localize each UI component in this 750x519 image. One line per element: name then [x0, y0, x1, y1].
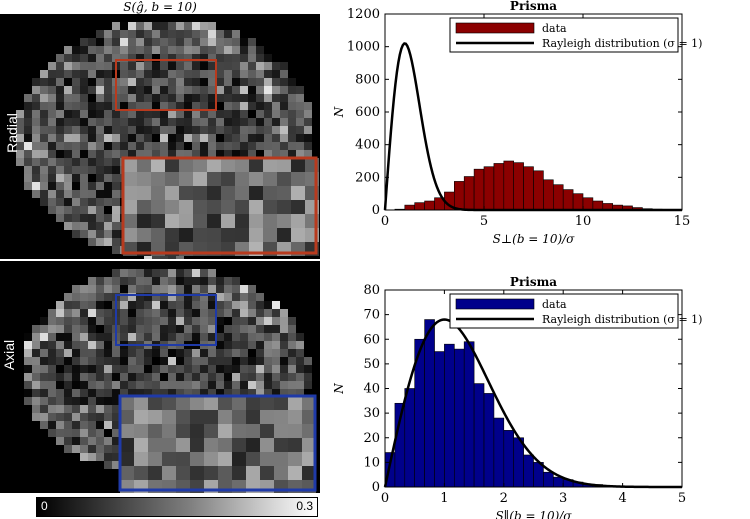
y-axis-label: N [332, 106, 346, 118]
histogram-bar [513, 162, 524, 211]
zoom-inset-border [121, 156, 318, 255]
histogram-bar [582, 197, 594, 211]
x-axis-label: S⊥(b = 10)/σ [493, 232, 576, 246]
histogram-bar [483, 393, 495, 488]
legend-data-label: data [542, 22, 567, 35]
histogram-bar [552, 476, 564, 488]
histogram-bar [503, 430, 515, 488]
y-tick-label: 30 [363, 406, 380, 421]
legend-curve-label: Rayleigh distribution (σ = 1) [542, 37, 702, 50]
x-tick-label: 2 [500, 491, 508, 506]
chart-title: Prisma [510, 0, 557, 13]
histogram-bar [424, 200, 435, 211]
x-tick-label: 1 [440, 491, 448, 506]
x-tick-label: 4 [618, 491, 626, 506]
x-tick-label: 0 [381, 214, 389, 229]
histogram-bar [473, 383, 485, 488]
histogram-bar [424, 319, 435, 488]
histogram-bar [562, 189, 574, 211]
y-tick-label: 600 [355, 105, 380, 120]
histogram-bar [553, 184, 564, 211]
x-tick-label: 5 [678, 491, 686, 506]
colorbar-max-label: 0.3 [296, 499, 313, 513]
histogram-bar [493, 163, 505, 211]
roi-box [115, 59, 217, 111]
left-panel-title: S(ĝ, b = 10) [123, 0, 197, 14]
y-tick-label: 1200 [347, 7, 380, 22]
axial-mri-image [0, 261, 320, 493]
colorbar: 0 0.3 [36, 497, 318, 517]
y-tick-label: 200 [355, 170, 380, 185]
x-axis-label: S∥(b = 10)/σ [496, 509, 573, 519]
histogram-bar [513, 437, 524, 488]
histogram-bar [503, 160, 515, 211]
histogram-bar [434, 351, 445, 488]
histogram-bar [493, 417, 505, 488]
histogram-bar [572, 193, 584, 211]
y-tick-label: 0 [372, 203, 380, 218]
histogram-bar [454, 181, 465, 211]
histogram-bar [523, 166, 534, 211]
y-tick-label: 10 [363, 455, 380, 470]
histogram-bar [483, 166, 495, 211]
y-tick-label: 1000 [347, 40, 380, 55]
histogram-bar [592, 200, 604, 211]
histogram-bar [404, 388, 415, 488]
legend-data-swatch [455, 22, 535, 34]
y-tick-label: 20 [363, 431, 380, 446]
y-tick-label: 0 [372, 480, 380, 495]
zoom-inset [120, 396, 316, 493]
radial-histogram-chart: Prisma 0 5 10 15 0 200 400 600 800 1000 1200 S⊥(b = … [332, 0, 702, 246]
y-tick-label: 40 [363, 382, 380, 397]
histogram-bar [404, 204, 416, 211]
radial-mri-image [0, 14, 320, 259]
chart-title: Prisma [510, 275, 557, 289]
y-axis-label: N [332, 383, 346, 395]
legend-data-swatch [455, 298, 535, 310]
histogram-bar [533, 170, 544, 211]
y-tick-label: 800 [355, 72, 380, 87]
radial-label: Radial [3, 113, 20, 153]
legend-data-label: data [542, 298, 567, 311]
colorbar-min-label: 0 [41, 499, 48, 513]
y-tick-label: 400 [355, 138, 380, 153]
histogram-bar [444, 343, 455, 488]
roi-box [115, 294, 217, 346]
histogram-bar [414, 202, 425, 211]
histogram-bar [543, 471, 554, 488]
legend: data Rayleigh distribution (σ = 1) [449, 293, 702, 329]
zoom-inset-border [118, 394, 317, 492]
x-tick-label: 0 [381, 491, 389, 506]
axial-label: Axial [1, 339, 18, 371]
histogram-bar [473, 168, 485, 211]
y-tick-label: 50 [363, 357, 380, 372]
y-tick-label: 60 [363, 332, 380, 347]
bar-series [394, 160, 683, 211]
x-tick-label: 3 [559, 491, 567, 506]
legend: data Rayleigh distribution (σ = 1) [449, 17, 702, 53]
x-tick-label: 15 [674, 214, 691, 229]
y-tick-label: 70 [363, 308, 380, 323]
histogram-bar [463, 341, 475, 488]
zoom-inset [123, 158, 319, 256]
y-tick-label: 80 [363, 283, 380, 298]
bar-series [384, 319, 663, 488]
legend-curve-label: Rayleigh distribution (σ = 1) [542, 313, 702, 326]
x-tick-label: 5 [480, 214, 488, 229]
histogram-bar [463, 176, 475, 211]
histogram-bar [543, 179, 554, 211]
histogram-bar [454, 348, 465, 488]
x-tick-label: 10 [575, 214, 592, 229]
histogram-bar [523, 454, 534, 488]
